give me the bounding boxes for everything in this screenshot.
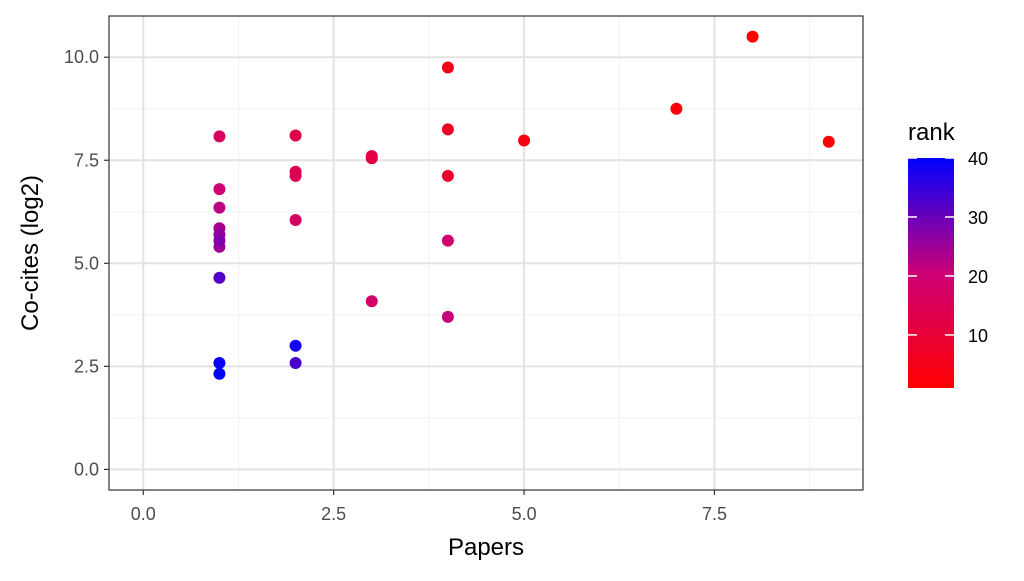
y-tick-label: 5.0 [74,253,99,273]
y-tick-label: 0.0 [74,459,99,479]
x-tick-label: 2.5 [321,504,346,524]
x-tick-label: 0.0 [131,504,156,524]
plot-panel [109,16,863,490]
panel-background [109,16,863,490]
data-point [213,367,226,380]
data-point [289,214,302,227]
data-point [289,169,302,182]
legend-tick-label: 40 [968,149,988,169]
legend-colorbar [908,158,954,388]
data-point [365,152,378,165]
x-tick-label: 5.0 [512,504,537,524]
data-point [670,102,683,115]
data-point [213,183,226,196]
data-point [213,234,226,247]
data-point [213,271,226,284]
color-legend: rank 10 20 30 40 [908,119,988,388]
y-axis-title: Co-cites (log2) [17,175,44,331]
data-points [213,30,835,380]
data-point [822,135,835,148]
y-tick-label: 2.5 [74,356,99,376]
data-point [518,134,531,147]
data-point [289,357,302,370]
y-tick-label: 10.0 [64,47,99,67]
data-point [213,357,226,370]
data-point [746,30,759,43]
y-tick-label: 7.5 [74,150,99,170]
panel-border [108,15,864,491]
x-tick-label: 7.5 [702,504,727,524]
data-point [441,310,454,323]
legend-title: rank [908,119,956,146]
data-point [213,130,226,143]
legend-tick-label: 10 [968,326,988,346]
x-axis-title: Papers [448,534,524,561]
data-point [289,129,302,142]
data-point [441,61,454,74]
axes: 0.0 2.5 5.0 7.5 0.0 2.5 5.0 7.5 10.0 [64,15,864,524]
legend-tick-label: 20 [968,267,988,287]
data-point [289,339,302,352]
data-point [441,123,454,136]
data-point [213,201,226,214]
data-point [441,169,454,182]
data-point [441,234,454,247]
data-point [365,295,378,308]
legend-tick-label: 30 [968,208,988,228]
grid-lines [109,16,863,490]
